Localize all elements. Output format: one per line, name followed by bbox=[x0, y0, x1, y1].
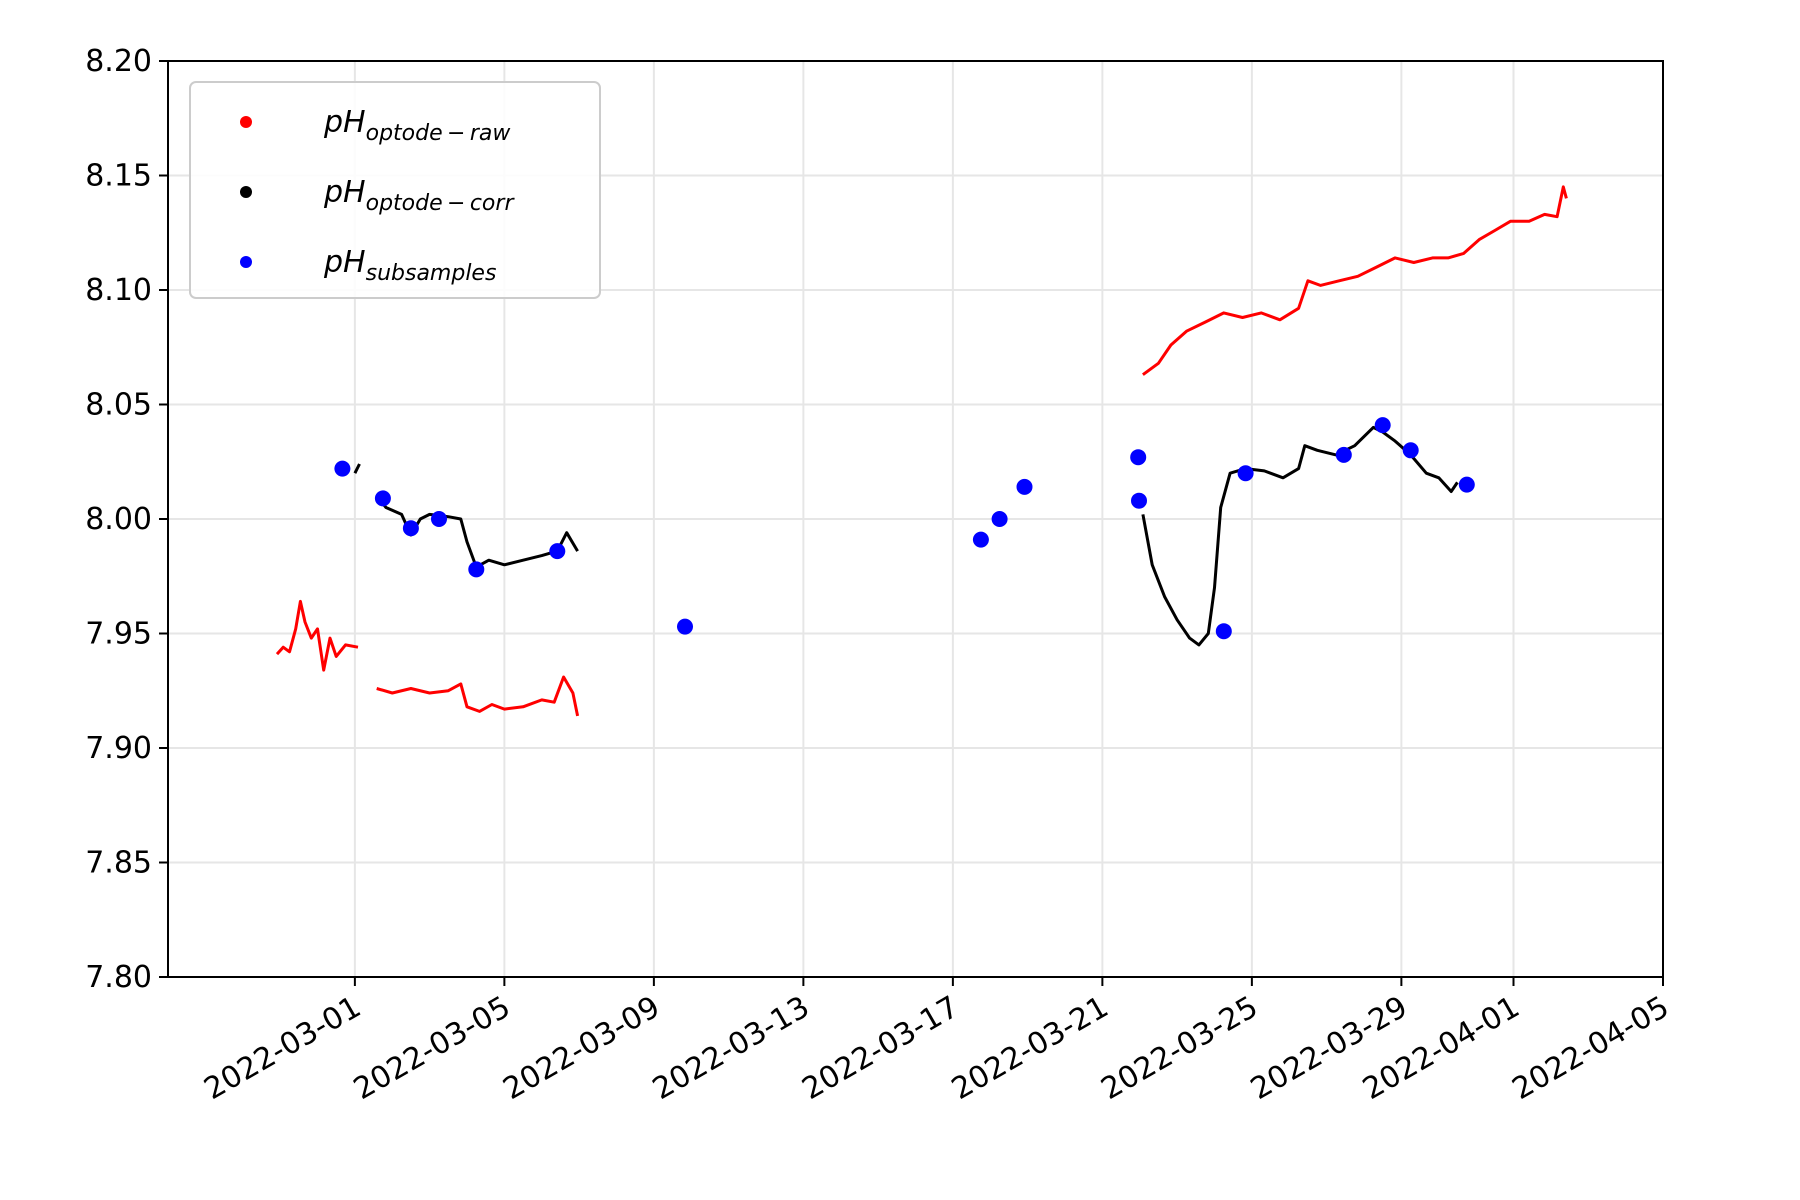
subsample-point bbox=[334, 460, 351, 477]
x-tick-label: 2022-03-09 bbox=[497, 990, 665, 1107]
plot-series bbox=[275, 185, 1568, 717]
subsample-point bbox=[402, 520, 419, 537]
subsample-point bbox=[972, 531, 989, 548]
y-tick-label: 8.20 bbox=[85, 44, 152, 79]
subsample-point bbox=[1458, 476, 1475, 493]
legend-marker bbox=[240, 186, 252, 198]
subsample-point bbox=[1402, 442, 1419, 459]
x-tick-label: 2022-03-17 bbox=[796, 990, 964, 1107]
subsample-point bbox=[468, 561, 485, 578]
subsample-point bbox=[374, 490, 391, 507]
y-tick-label: 8.00 bbox=[85, 502, 152, 537]
subsample-point bbox=[431, 511, 447, 527]
legend-marker bbox=[240, 116, 252, 128]
y-tick-label: 7.95 bbox=[85, 617, 152, 652]
y-tick-label: 7.80 bbox=[85, 960, 152, 995]
subsample-point bbox=[1131, 492, 1147, 509]
y-tick-label: 8.10 bbox=[85, 273, 152, 308]
x-tick-label: 2022-03-13 bbox=[647, 990, 815, 1107]
x-tick-label: 2022-03-25 bbox=[1095, 990, 1263, 1107]
series-line-corr bbox=[1141, 425, 1459, 647]
y-tick-label: 7.90 bbox=[85, 731, 152, 766]
x-axis: 2022-03-012022-03-052022-03-092022-03-13… bbox=[198, 977, 1675, 1107]
subsample-point bbox=[549, 543, 566, 560]
x-tick-label: 2022-03-21 bbox=[946, 990, 1114, 1107]
x-tick-label: 2022-03-05 bbox=[348, 990, 516, 1107]
y-tick-label: 8.05 bbox=[85, 388, 152, 423]
y-tick-label: 7.85 bbox=[85, 846, 152, 881]
subsample-point bbox=[1215, 623, 1232, 640]
legend-entry: pHsubsamples bbox=[323, 245, 496, 286]
subsample-point bbox=[1237, 465, 1254, 482]
subsample-point bbox=[991, 511, 1008, 527]
subsample-point bbox=[1016, 478, 1033, 495]
series-line-raw bbox=[1142, 185, 1568, 376]
x-tick-label: 2022-03-01 bbox=[198, 990, 366, 1107]
legend: pHoptode − raw pHoptode − corr pHsubsample… bbox=[189, 81, 601, 299]
subsample-point bbox=[677, 618, 693, 635]
subsample-point bbox=[1374, 417, 1391, 434]
legend-entry: pHoptode − raw bbox=[323, 105, 511, 146]
x-tick-label: 2022-04-05 bbox=[1507, 990, 1675, 1107]
legend-box bbox=[189, 81, 601, 299]
series-line-raw bbox=[376, 675, 580, 717]
series-line-raw bbox=[275, 599, 359, 672]
legend-marker bbox=[240, 256, 252, 268]
y-axis: 7.80 7.85 7.90 7.95 8.00 8.05 8.10 8.15 8.20 bbox=[85, 44, 168, 995]
series-line-corr bbox=[353, 463, 361, 474]
subsample-point bbox=[1335, 446, 1352, 463]
legend-entry: pHoptode − corr bbox=[323, 175, 515, 216]
subsample-point bbox=[1130, 449, 1147, 466]
y-tick-label: 8.15 bbox=[85, 159, 152, 194]
